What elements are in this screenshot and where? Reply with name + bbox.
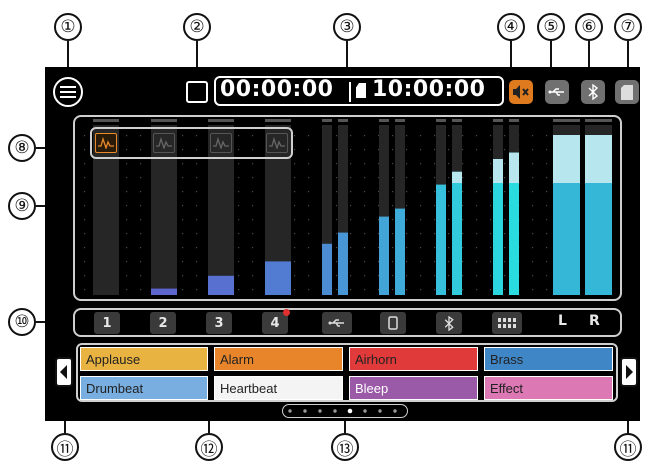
smartphone-icon: [388, 316, 398, 330]
usb-icon: [328, 319, 344, 327]
callout-7: ⑦: [614, 13, 642, 41]
clip-selector-box: [90, 127, 293, 159]
level-meters-area: [73, 115, 622, 301]
sound-pad-2[interactable]: Alarm: [214, 347, 343, 371]
clip-selector-2[interactable]: [153, 133, 175, 153]
waveform-icon: [98, 137, 114, 149]
callout-11-right: ⑪: [614, 433, 642, 461]
sound-pad-1[interactable]: Applause: [80, 347, 208, 371]
callout-8: ⑧: [8, 134, 36, 162]
remaining-time: 10:00:00: [372, 77, 486, 102]
clip-selector-4[interactable]: [266, 133, 288, 153]
menu-button[interactable]: [53, 77, 83, 107]
channel-button-bluetooth[interactable]: [436, 312, 462, 334]
sound-pads-area: [76, 343, 618, 402]
callout-1: ①: [54, 13, 82, 41]
callout-4: ④: [497, 13, 525, 41]
page-indicator[interactable]: [282, 404, 408, 418]
sd-card-status: [615, 80, 639, 104]
callout-13: ⑬: [331, 433, 359, 461]
sound-pad-icon: [498, 318, 516, 328]
next-page-button[interactable]: [620, 357, 638, 387]
sd-card-icon: [621, 84, 633, 100]
bluetooth-icon: [588, 84, 598, 100]
callout-9: ⑨: [8, 192, 36, 220]
channel-button-sound-pad[interactable]: [492, 312, 522, 334]
menu-icon: [60, 91, 76, 93]
prev-page-button[interactable]: [55, 357, 73, 387]
channel-button-1[interactable]: 1: [94, 312, 120, 334]
time-divider: [349, 82, 351, 102]
chevron-right-icon: [626, 365, 633, 379]
bluetooth-status: [581, 80, 605, 104]
waveform-icon: [213, 137, 229, 149]
sound-pad-7[interactable]: Bleep: [349, 376, 478, 400]
callout-3: ③: [333, 13, 361, 41]
channel-button-4[interactable]: 4: [262, 312, 288, 334]
sd-remaining-icon: [356, 83, 366, 98]
callout-11-left: ⑪: [51, 433, 79, 461]
channel-button-phone[interactable]: [380, 312, 406, 334]
clip-selector-1[interactable]: [95, 133, 117, 153]
usb-icon: [548, 88, 564, 96]
channel-button-usb[interactable]: [322, 312, 352, 334]
main-right-label: R: [589, 313, 600, 329]
waveform-icon: [156, 137, 172, 149]
time-display: [214, 76, 504, 106]
sound-pad-5[interactable]: Drumbeat: [80, 376, 208, 400]
sound-pad-6[interactable]: Heartbeat: [214, 376, 343, 400]
callout-5: ⑤: [537, 13, 565, 41]
channel-button-2[interactable]: 2: [150, 312, 176, 334]
recording-status-icon: [186, 81, 208, 103]
channel-button-3[interactable]: 3: [206, 312, 232, 334]
main-left-label: L: [558, 313, 567, 329]
bluetooth-icon: [444, 315, 454, 331]
sound-pad-8[interactable]: Effect: [484, 376, 613, 400]
callout-10: ⑩: [8, 308, 36, 336]
elapsed-time: 00:00:00: [220, 77, 334, 102]
callout-2: ②: [183, 13, 211, 41]
channel-bar: [73, 308, 622, 337]
mute-icon: [513, 85, 529, 99]
mute-button[interactable]: [509, 80, 533, 104]
usb-status: [545, 80, 569, 104]
clip-selector-3[interactable]: [210, 133, 232, 153]
sound-pad-4[interactable]: Brass: [484, 347, 613, 371]
waveform-icon: [269, 137, 285, 149]
callout-6: ⑥: [575, 13, 603, 41]
sound-pad-3[interactable]: Airhorn: [349, 347, 478, 371]
chevron-left-icon: [60, 365, 67, 379]
channel-4-indicator: [283, 309, 290, 316]
callout-12: ⑫: [195, 433, 223, 461]
